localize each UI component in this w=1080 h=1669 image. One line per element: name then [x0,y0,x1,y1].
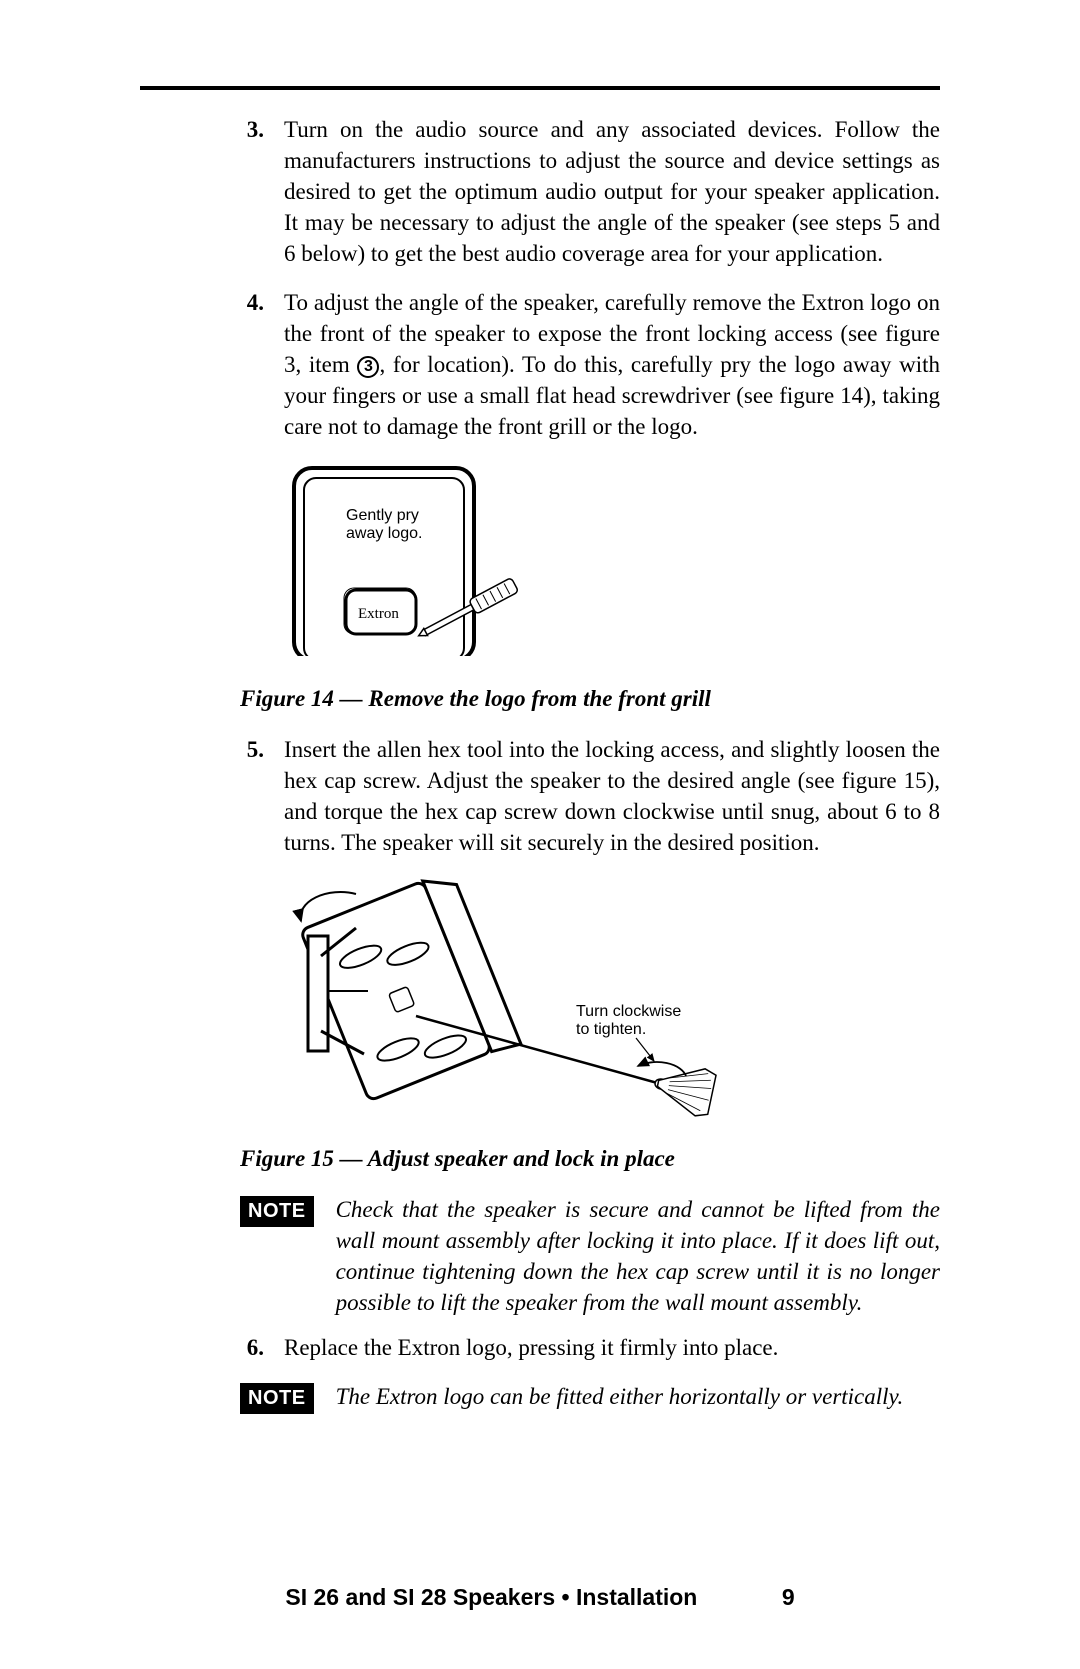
note-1: NOTE Check that the speaker is secure an… [240,1194,940,1318]
step-4: 4. To adjust the angle of the speaker, c… [240,287,940,442]
step-5: 5. Insert the allen hex tool into the lo… [240,734,940,858]
note-badge: NOTE [240,1383,314,1414]
step-text: To adjust the angle of the speaker, care… [284,287,940,442]
fig14-label1: Gently pry [346,507,419,524]
figure-15: Turn clockwise to tighten. [286,876,940,1129]
fig15-label1: Turn clockwise [576,1003,681,1020]
step-text: Replace the Extron logo, pressing it fir… [284,1332,940,1363]
step-text: Turn on the audio source and any associa… [284,114,940,269]
step-number: 4. [240,287,264,442]
step-number: 5. [240,734,264,858]
footer-title: SI 26 and SI 28 Speakers • Installation [285,1584,697,1611]
step-number: 3. [240,114,264,269]
step-number: 6. [240,1332,264,1363]
content-area: 3. Turn on the audio source and any asso… [140,114,940,1414]
page: 3. Turn on the audio source and any asso… [0,0,1080,1669]
note-2: NOTE The Extron logo can be fitted eithe… [240,1381,940,1414]
figure-14-svg: Extron Gently pry away logo. [286,460,536,660]
step4-text-b: , for location). To do this, carefully p… [284,352,940,439]
note-badge: NOTE [240,1196,314,1227]
circled-number: 3 [357,356,379,378]
step-6: 6. Replace the Extron logo, pressing it … [240,1332,940,1363]
figure-15-caption: Figure 15 — Adjust speaker and lock in p… [240,1143,940,1174]
figure-15-svg: Turn clockwise to tighten. [286,876,766,1121]
logo-text-svg: Extron [358,606,399,622]
figure-14: Extron Gently pry away logo. [286,460,940,668]
figure-14-caption: Figure 14 — Remove the logo from the fro… [240,683,940,714]
step-3: 3. Turn on the audio source and any asso… [240,114,940,269]
fig15-label2: to tighten. [576,1021,646,1038]
page-footer: SI 26 and SI 28 Speakers • Installation … [0,1584,1080,1611]
note-text: The Extron logo can be fitted either hor… [336,1381,940,1412]
fig14-label2: away logo. [346,525,423,542]
note-text: Check that the speaker is secure and can… [336,1194,940,1318]
footer-page-number: 9 [782,1584,795,1611]
step-text: Insert the allen hex tool into the locki… [284,734,940,858]
top-rule [140,86,940,90]
